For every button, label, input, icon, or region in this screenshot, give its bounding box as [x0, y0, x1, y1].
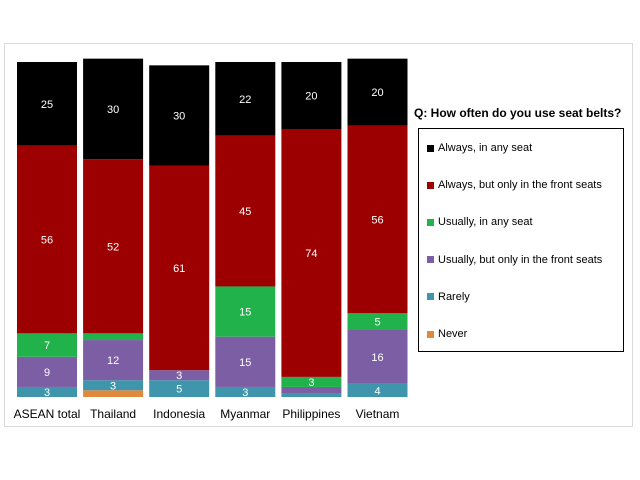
- legend-item-always-but-only-in-the-front-seats: Always, but only in the front seats: [427, 178, 602, 192]
- bar-segment-asean-total-always-in-any-seat: [17, 62, 77, 146]
- x-tick-label: ASEAN total: [14, 407, 81, 421]
- data-label: 3: [308, 377, 314, 389]
- bar-segment-vietnam-rarely: [347, 383, 408, 397]
- data-label: 15: [239, 357, 251, 369]
- data-label: 4: [374, 385, 380, 397]
- bar-segment-myanmar-rarely: [215, 386, 276, 397]
- bar-segment-indonesia-rarely: [149, 380, 210, 397]
- data-label: 3: [110, 380, 116, 392]
- bar-segment-vietnam-always-but-only-in-the-front-seats: [347, 125, 408, 314]
- bar-segment-myanmar-usually-but-only-in-the-front-seats: [215, 336, 276, 387]
- data-label: 3: [176, 370, 182, 382]
- data-label: 61: [173, 263, 185, 275]
- legend-swatch: [427, 144, 434, 152]
- legend-item-usually-in-any-seat: Usually, in any seat: [427, 215, 533, 229]
- x-tick-label: Indonesia: [153, 407, 205, 421]
- legend-label: Always, but only in the front seats: [438, 179, 602, 192]
- x-tick-label: Myanmar: [220, 407, 270, 421]
- data-label: 22: [239, 94, 251, 106]
- data-label: 16: [371, 352, 383, 364]
- bar-segment-philippines-usually-but-only-in-the-front-seats: [281, 386, 342, 394]
- data-label: 20: [305, 91, 317, 103]
- data-label: 30: [173, 111, 185, 123]
- bar-segment-indonesia-always-but-only-in-the-front-seats: [149, 165, 210, 371]
- bar-segment-thailand-rarely: [83, 380, 144, 391]
- data-label: 15: [239, 307, 251, 319]
- legend-item-usually-but-only-in-the-front-seats: Usually, but only in the front seats: [427, 253, 602, 267]
- legend-item-always-in-any-seat: Always, in any seat: [427, 141, 532, 155]
- bar-segment-thailand-never: [83, 390, 144, 397]
- bar-segment-indonesia-usually-but-only-in-the-front-seats: [149, 370, 210, 381]
- data-label: 25: [41, 99, 53, 111]
- data-label: 30: [107, 104, 119, 116]
- legend-item-never: Never: [427, 327, 467, 341]
- bar-segment-asean-total-usually-in-any-seat: [17, 333, 77, 357]
- bar-segment-thailand-usually-in-any-seat: [83, 333, 144, 341]
- legend-swatch: [427, 256, 434, 264]
- bar-segment-philippines-always-but-only-in-the-front-seats: [281, 129, 342, 377]
- data-label: 20: [371, 87, 383, 99]
- data-label: 9: [44, 367, 50, 379]
- bar-segment-philippines-always-in-any-seat: [281, 62, 342, 129]
- bar-segment-thailand-always-in-any-seat: [83, 58, 144, 160]
- data-label: 5: [374, 317, 380, 329]
- data-label: 12: [107, 355, 119, 367]
- bar-segment-vietnam-usually-but-only-in-the-front-seats: [347, 330, 408, 384]
- data-label: 74: [305, 248, 317, 260]
- legend-label: Usually, but only in the front seats: [438, 253, 603, 266]
- data-label: 45: [239, 206, 251, 218]
- bar-segment-vietnam-usually-in-any-seat: [347, 313, 408, 330]
- bar-segment-asean-total-always-but-only-in-the-front-seats: [17, 145, 77, 334]
- bar-segment-asean-total-usually-but-only-in-the-front-seats: [17, 356, 77, 387]
- bar-segment-philippines-usually-in-any-seat: [281, 376, 342, 387]
- bar-segment-indonesia-always-in-any-seat: [149, 65, 210, 166]
- bar-segment-myanmar-always-but-only-in-the-front-seats: [215, 135, 276, 287]
- bar-segment-vietnam-always-in-any-seat: [347, 58, 408, 126]
- legend-label: Never: [438, 328, 468, 340]
- data-label: 52: [107, 241, 119, 253]
- bar-segment-philippines-rarely: [281, 393, 342, 397]
- legend-swatch: [427, 330, 434, 338]
- chart-frame: [4, 43, 633, 427]
- legend-label: Always, in any seat: [438, 142, 533, 154]
- data-label: 56: [371, 214, 383, 226]
- legend-swatch: [427, 181, 434, 189]
- legend-item-rarely: Rarely: [427, 290, 470, 304]
- bar-segment-thailand-usually-but-only-in-the-front-seats: [83, 340, 144, 381]
- bar-segment-myanmar-usually-in-any-seat: [215, 286, 276, 337]
- bar-segment-asean-total-rarely: [17, 386, 77, 397]
- bar-segment-myanmar-always-in-any-seat: [215, 62, 276, 136]
- legend-swatch: [427, 293, 434, 301]
- data-label: 5: [176, 384, 182, 396]
- x-tick-label: Vietnam: [356, 407, 400, 421]
- x-tick-label: Thailand: [90, 407, 136, 421]
- x-tick-label: Philippines: [282, 407, 340, 421]
- data-label: 7: [44, 340, 50, 352]
- bar-segment-thailand-always-but-only-in-the-front-seats: [83, 159, 144, 334]
- data-label: 3: [44, 387, 50, 399]
- legend-title: Q: How often do you use seat belts?: [414, 106, 622, 120]
- legend-label: Usually, in any seat: [438, 216, 533, 229]
- legend-swatch: [427, 218, 434, 226]
- legend-label: Rarely: [438, 290, 470, 303]
- data-label: 56: [41, 235, 53, 247]
- data-label: 3: [242, 387, 248, 399]
- legend: Always, in any seat Always, but only in t…: [418, 128, 624, 352]
